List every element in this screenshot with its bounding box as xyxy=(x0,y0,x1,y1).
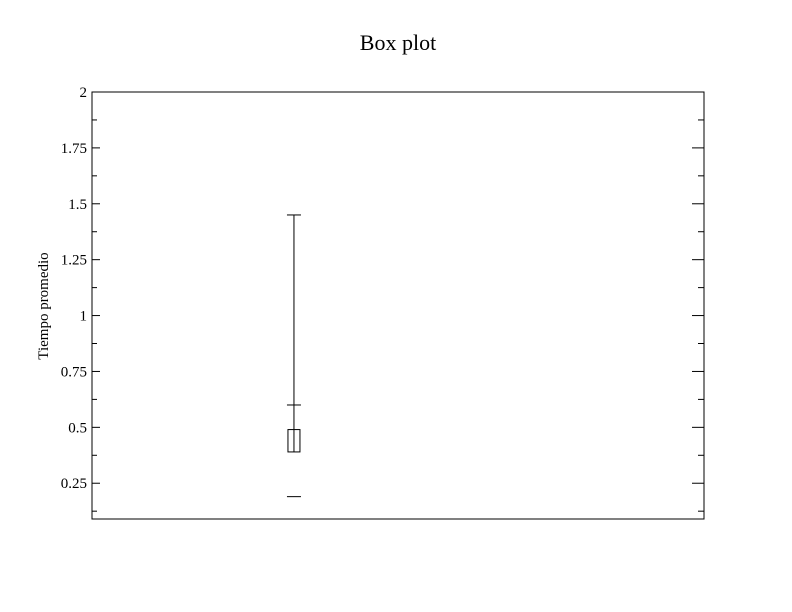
y-tick-label: 1.25 xyxy=(61,253,87,269)
plot-frame xyxy=(91,91,705,520)
box-series xyxy=(286,214,301,498)
y-tick-label: 1 xyxy=(80,309,88,325)
y-tick-label: 0.75 xyxy=(61,364,87,380)
y-tick-label: 0.5 xyxy=(68,420,87,436)
y-tick-label: 0.25 xyxy=(61,476,87,492)
y-tick-label: 2 xyxy=(80,85,88,101)
chart-title: Box plot xyxy=(360,30,436,55)
y-axis-label: Tiempo promedio xyxy=(36,252,52,359)
y-axis-ticks: 0.25 0.5 0.75 1 1.25 1.5 1.75 2 xyxy=(61,85,704,512)
y-tick-label: 1.5 xyxy=(68,197,87,213)
y-tick-label: 1.75 xyxy=(61,141,87,157)
